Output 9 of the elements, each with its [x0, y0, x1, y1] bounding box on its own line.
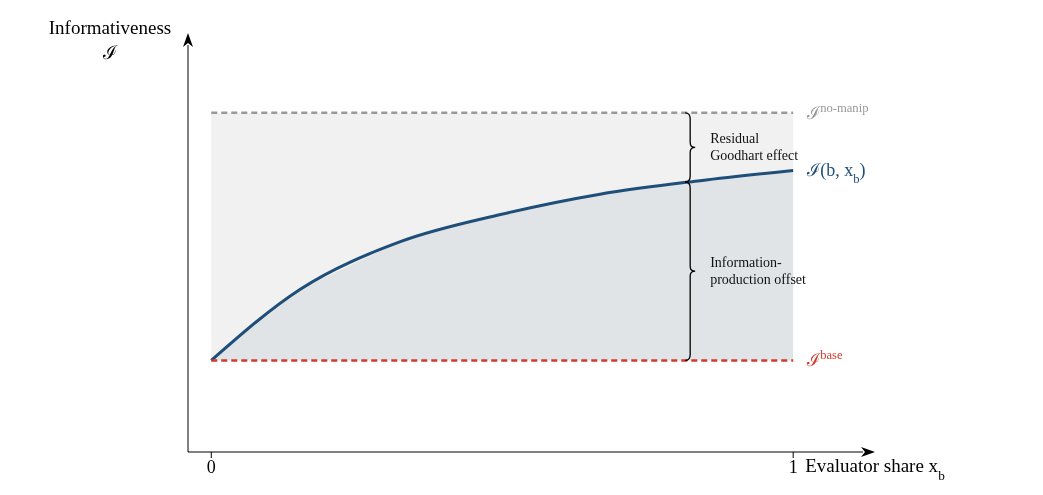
- series-label: ℐ(b, x$_{b}$): [806, 160, 866, 187]
- y-axis-title: Informativeness ℐ: [48, 17, 172, 63]
- series-label: ℐ$^{no-manip}$: [806, 100, 869, 123]
- series-label: ℐ$^{base}$: [806, 348, 843, 371]
- annotation: Residual Goodhart effect: [710, 130, 800, 165]
- x-axis-title: Evaluator share x$_{b}$: [805, 455, 946, 483]
- x-tick-label: 0: [206, 456, 216, 477]
- annotation: Information-production offset: [710, 254, 807, 289]
- x-tick-label: 1: [788, 456, 798, 477]
